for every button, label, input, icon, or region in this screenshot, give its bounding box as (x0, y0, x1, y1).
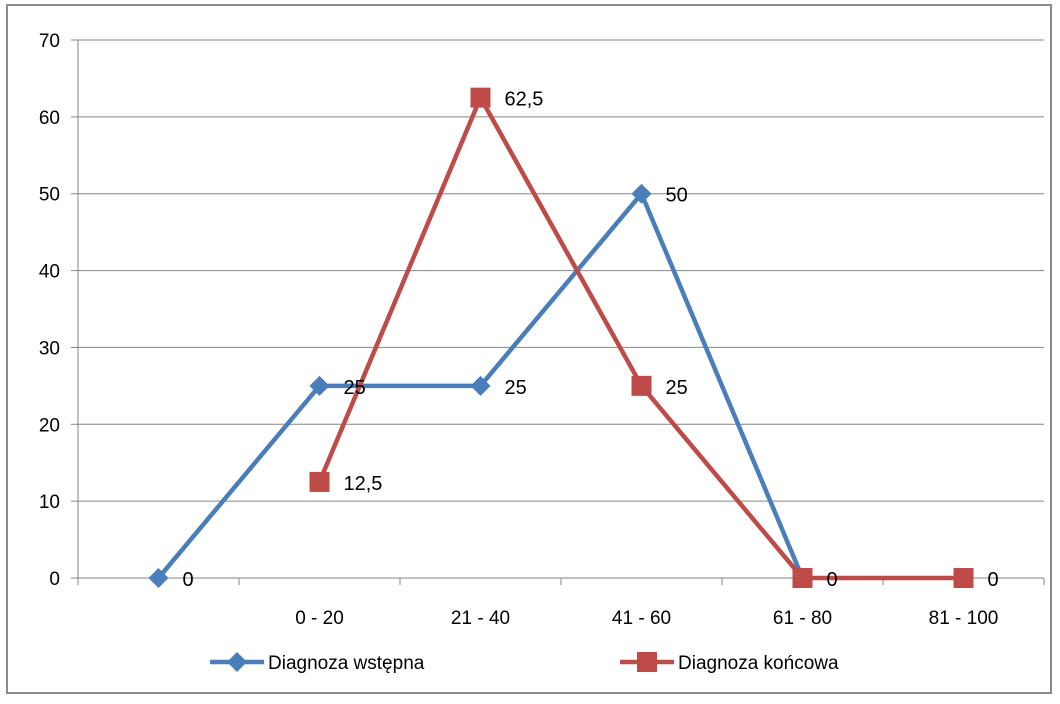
series-point-diamond (148, 568, 169, 588)
y-axis-ticks: 0 10 20 30 40 50 60 70 (39, 31, 60, 590)
data-label: 25 (666, 377, 688, 399)
x-tick-label: 61 - 80 (773, 608, 832, 629)
x-tick-label: 81 - 100 (929, 608, 999, 629)
legend-marker-diamond (227, 652, 247, 672)
legend-label: Diagnoza wstępna (268, 653, 425, 674)
series-line-2 (317, 95, 964, 581)
data-label: 0 (827, 569, 838, 591)
data-label: 25 (505, 377, 527, 399)
y-tick-label: 30 (39, 338, 60, 359)
data-label: 0 (988, 569, 999, 591)
data-label: 50 (666, 185, 688, 207)
series-point-diamond (309, 375, 330, 396)
x-tick-label: 0 - 20 (295, 608, 344, 629)
legend-label: Diagnoza końcowa (678, 653, 839, 674)
series-group (148, 87, 974, 588)
y-tick-label: 50 (39, 185, 60, 206)
series-point-diamond (631, 183, 652, 204)
y-tick-label: 10 (39, 492, 60, 513)
x-tick-label: 21 - 40 (451, 608, 510, 629)
series-point-square (953, 568, 974, 588)
x-axis-ticks: 0 - 20 21 - 40 41 - 60 61 - 80 81 - 100 (295, 608, 998, 629)
data-labels: 0 25 25 50 12,5 62,5 25 0 0 (183, 89, 999, 591)
data-label: 12,5 (344, 473, 383, 495)
series-point-square (470, 87, 491, 108)
axes (71, 39, 1045, 585)
y-tick-label: 70 (39, 31, 60, 52)
legend-marker-square (637, 652, 657, 672)
y-tick-label: 20 (39, 415, 60, 436)
series-point-square (309, 471, 330, 492)
data-label: 25 (344, 377, 366, 399)
series-point-diamond (470, 375, 491, 396)
legend: Diagnoza wstępna Diagnoza końcowa (210, 652, 839, 674)
y-tick-label: 40 (39, 262, 60, 283)
y-tick-label: 60 (39, 108, 60, 129)
y-tick-label: 0 (49, 569, 60, 590)
x-tick-label: 41 - 60 (612, 608, 671, 629)
gridlines (78, 39, 1044, 502)
series-point-square (792, 568, 813, 588)
data-label: 0 (183, 569, 194, 591)
data-label: 62,5 (505, 89, 544, 111)
series-point-square (631, 375, 652, 396)
